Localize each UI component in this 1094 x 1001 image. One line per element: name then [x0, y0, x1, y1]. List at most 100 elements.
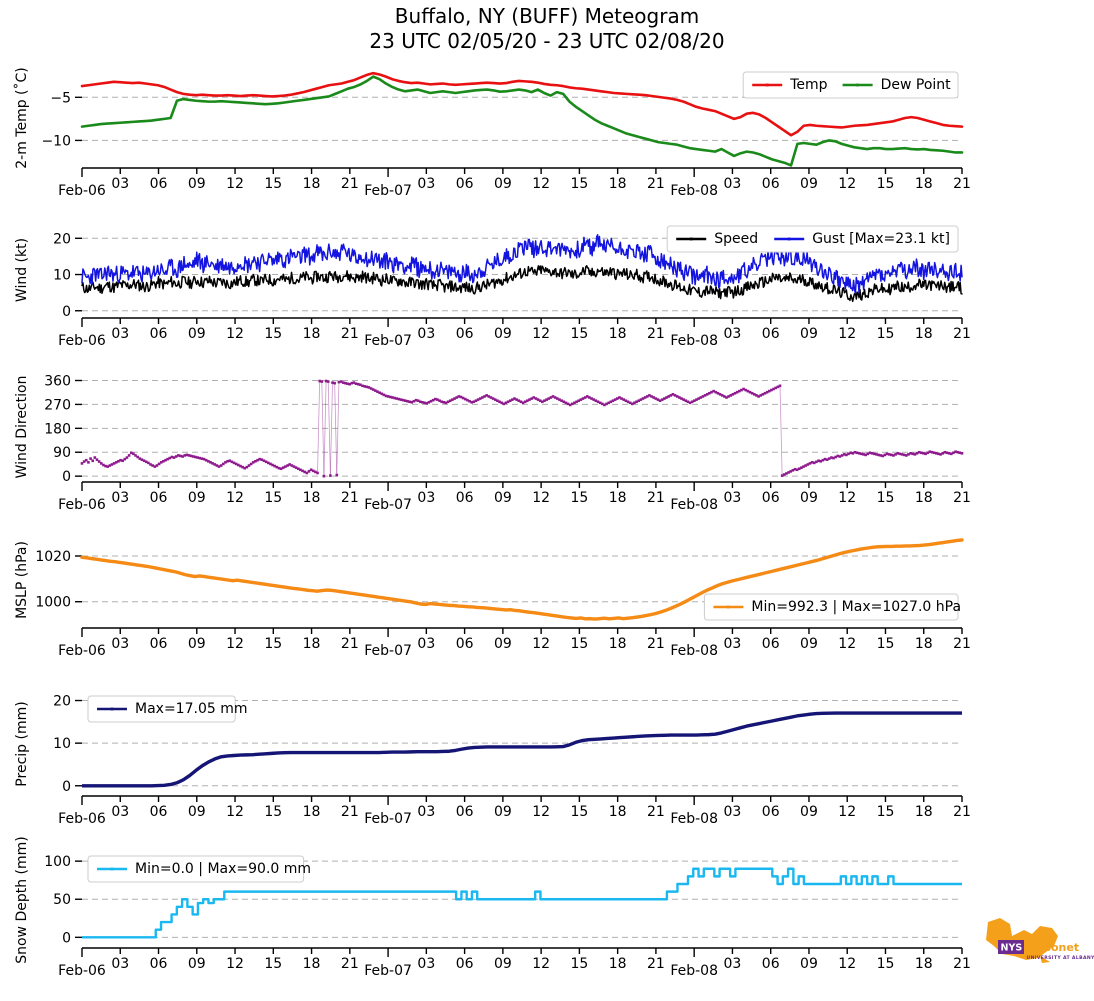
data-point — [485, 394, 488, 397]
xtick-label-snow_depth-4: 12 — [226, 956, 244, 972]
data-point — [288, 463, 291, 466]
data-point — [164, 458, 167, 462]
data-point — [667, 395, 670, 398]
data-point — [615, 397, 619, 400]
logo-nys-badge — [998, 940, 1024, 954]
data-point — [307, 470, 311, 473]
data-point — [650, 395, 653, 398]
data-point — [628, 401, 632, 405]
data-point — [875, 453, 878, 456]
data-point — [900, 453, 904, 456]
xtick-label-wind_direction-12: 12 — [532, 490, 550, 506]
data-point — [778, 384, 782, 388]
data-point — [187, 454, 191, 457]
data-point — [80, 462, 84, 465]
data-point — [425, 402, 429, 405]
xtick-label-mslp-0: Feb-06 — [58, 643, 106, 659]
data-point — [453, 397, 456, 400]
xtick-label-mslp-7: 21 — [341, 636, 359, 652]
data-point — [568, 403, 572, 407]
data-point — [579, 398, 583, 401]
xtick-label-mslp-11: 09 — [494, 636, 512, 652]
data-point — [389, 395, 392, 399]
data-point — [305, 471, 309, 475]
data-point — [834, 455, 837, 459]
data-point — [870, 452, 874, 455]
data-point — [222, 462, 225, 466]
data-point — [842, 453, 846, 456]
data-point — [598, 401, 602, 405]
xtick-label-snow_depth-21: 15 — [877, 956, 895, 972]
data-point — [693, 399, 696, 402]
legend-precip[interactable]: Max=17.05 mm — [87, 695, 247, 723]
data-point — [99, 462, 103, 465]
data-point — [367, 386, 371, 389]
data-point — [177, 454, 180, 457]
data-point — [132, 452, 135, 456]
data-point — [337, 380, 341, 384]
xtick-label-snow_depth-1: 03 — [111, 956, 129, 972]
data-point — [258, 457, 262, 461]
xtick-label-mslp-3: 09 — [188, 636, 206, 652]
xtick-label-snow_depth-10: 06 — [456, 956, 474, 972]
data-point — [571, 402, 574, 406]
ytick-label-snow_depth-0: 0 — [62, 930, 71, 946]
xtick-label-snow_depth-19: 09 — [800, 956, 818, 972]
data-point — [757, 395, 760, 398]
xtick-label-snow_depth-0: Feb-06 — [58, 963, 106, 979]
data-point — [733, 391, 737, 395]
data-point — [532, 396, 536, 399]
data-point — [311, 469, 315, 473]
series-line-precip — [82, 711, 962, 788]
xtick-label-temperature-1: 03 — [111, 176, 129, 192]
wrap-connector — [779, 385, 783, 476]
data-point — [179, 454, 182, 458]
data-point — [960, 452, 964, 455]
legend-snow_depth[interactable]: Min=0.0 | Max=90.0 mm — [87, 855, 311, 883]
figure-title-line2: 23 UTC 02/05/20 - 23 UTC 02/08/20 — [369, 29, 724, 53]
data-point — [365, 385, 369, 389]
data-point — [669, 394, 673, 397]
data-point — [725, 396, 728, 399]
data-point — [718, 393, 722, 396]
data-point — [821, 458, 825, 462]
data-point — [879, 454, 882, 457]
data-point — [787, 471, 790, 474]
data-point — [697, 397, 700, 400]
ylabel-wind: Wind (kt) — [14, 238, 30, 302]
data-point — [812, 461, 816, 465]
xtick-label-precip-1: 03 — [111, 804, 129, 820]
data-point — [710, 390, 713, 394]
legend-temperature[interactable]: Temp Dew Point — [742, 71, 959, 99]
data-point — [174, 455, 178, 458]
legend-wind[interactable]: Speed Gust [Max=23.1 kt] — [666, 225, 959, 253]
data-point — [877, 453, 880, 457]
xtick-label-wind_direction-16: Feb-08 — [670, 497, 718, 513]
data-point — [136, 455, 139, 459]
data-point — [949, 452, 953, 456]
xtick-label-temperature-18: 06 — [762, 176, 780, 192]
data-point — [408, 400, 411, 404]
data-point — [682, 398, 685, 401]
xtick-label-precip-5: 15 — [264, 804, 282, 820]
data-point — [945, 451, 949, 455]
data-point — [917, 450, 921, 454]
legend-label-0: Max=17.05 mm — [135, 701, 247, 717]
data-point — [209, 461, 212, 464]
data-point — [776, 385, 780, 389]
data-point — [924, 452, 927, 456]
data-point — [573, 401, 576, 405]
data-point — [755, 394, 758, 397]
data-point — [406, 399, 409, 403]
data-point — [817, 459, 820, 463]
data-point — [791, 469, 795, 472]
data-point — [144, 460, 148, 464]
xtick-label-precip-21: 15 — [877, 804, 895, 820]
legend-mslp[interactable]: Min=992.3 | Max=1027.0 hPa — [703, 593, 961, 621]
data-point — [583, 396, 587, 399]
data-point — [708, 391, 711, 395]
data-point — [461, 396, 465, 400]
data-point — [892, 454, 895, 457]
xtick-label-temperature-3: 09 — [188, 176, 206, 192]
